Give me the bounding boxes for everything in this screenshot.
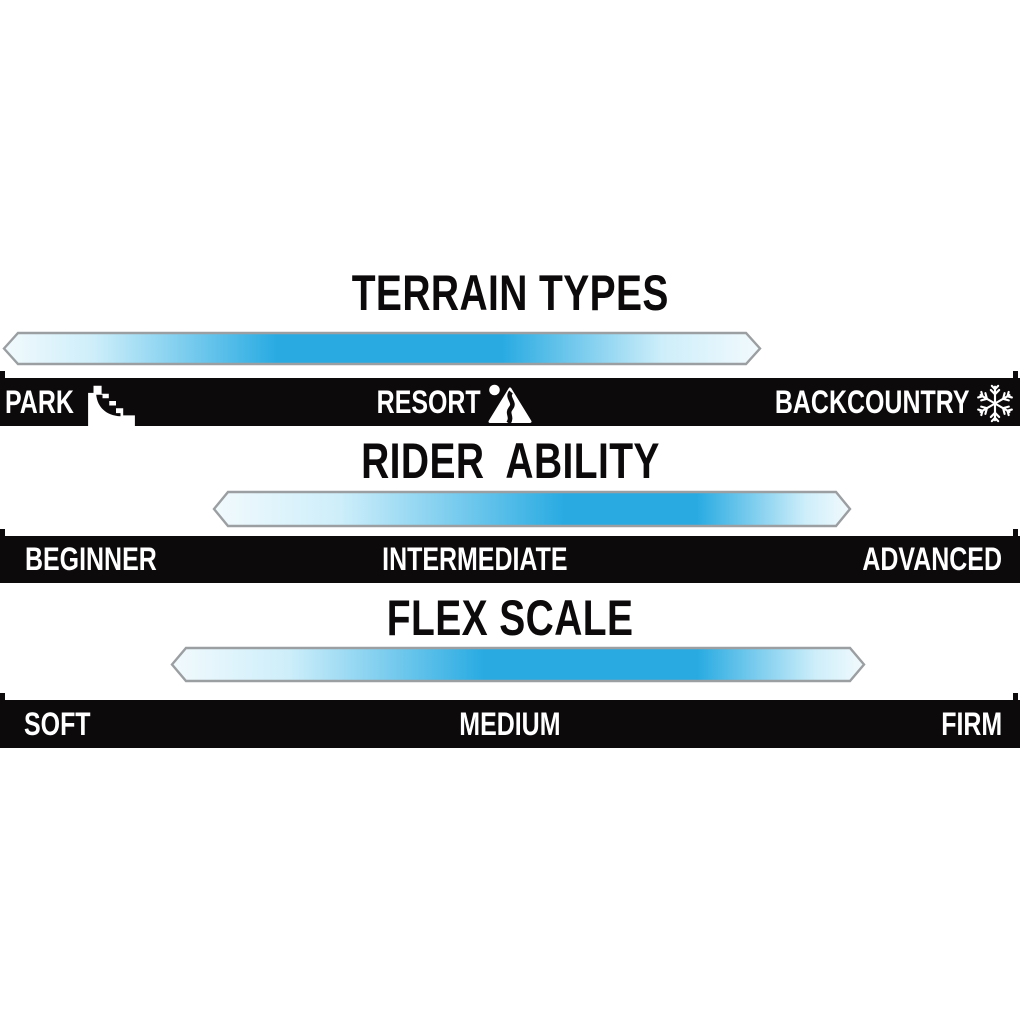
mountain-trail-icon: [488, 384, 532, 424]
resort-label: RESORT: [376, 384, 482, 420]
soft-label: SOFT: [24, 706, 91, 742]
scale-tick-right: [1013, 371, 1018, 378]
scale-tick-right: [1013, 529, 1018, 536]
backcountry-label: BACKCOUNTRY: [774, 384, 969, 420]
rider-ability-scale-strip: BEGINNER INTERMEDIATE ADVANCED: [0, 529, 1020, 583]
flex-scale-title: FLEX SCALE: [386, 590, 634, 646]
rider-ability-rating-bar: [212, 490, 852, 528]
stairs-icon: [88, 385, 135, 427]
firm-label: FIRM: [941, 706, 1002, 742]
medium-label: MEDIUM: [459, 706, 561, 742]
scale-tick-left: [0, 529, 5, 536]
flex-scale-strip: SOFT MEDIUM FIRM: [0, 693, 1020, 748]
rider-ability-title: RIDER ABILITY: [360, 433, 660, 489]
park-label: PARK: [5, 384, 74, 420]
scale-tick-left: [0, 371, 5, 378]
advanced-label: ADVANCED: [862, 541, 1002, 577]
scale-tick-right: [1013, 693, 1018, 700]
terrain-rating-bar: [2, 331, 762, 366]
flex-rating-bar: [170, 646, 866, 683]
terrain-scale-strip: PARK RESORT BACKCOUNTRY: [0, 371, 1020, 427]
terrain-types-title: TERRAIN TYPES: [351, 265, 669, 321]
snowflake-icon: [976, 384, 1014, 423]
scale-tick-left: [0, 693, 5, 700]
beginner-label: BEGINNER: [25, 541, 157, 577]
intermediate-label: INTERMEDIATE: [382, 541, 568, 577]
